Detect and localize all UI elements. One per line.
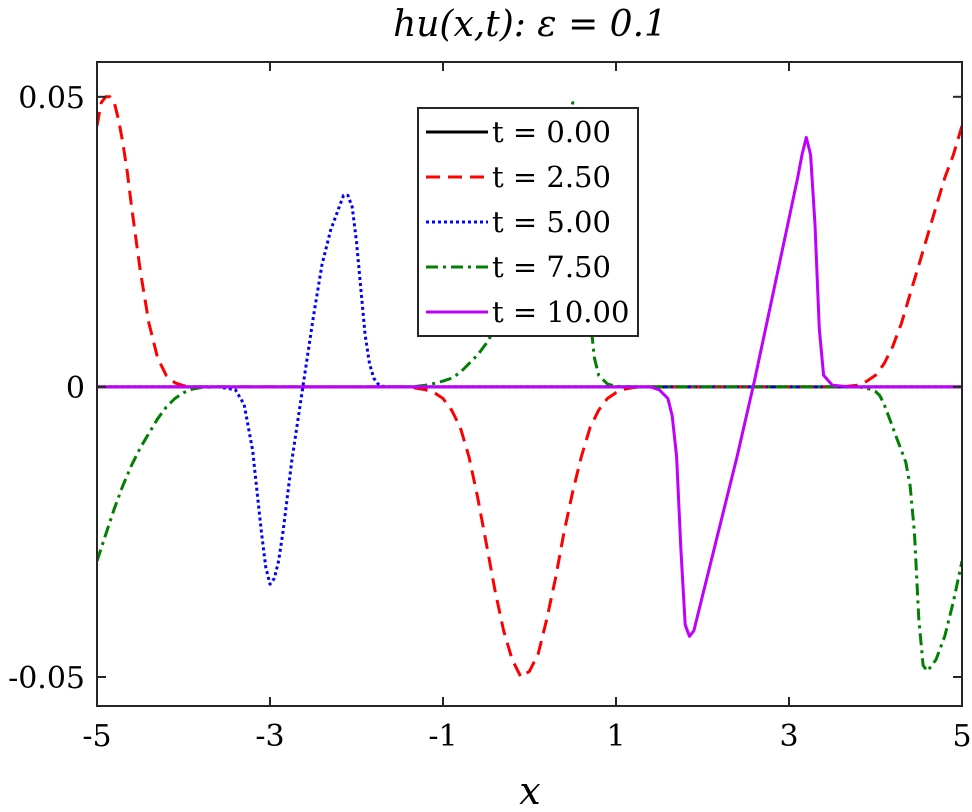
x-tick-label: 1 [606,719,625,754]
legend-label-3: t = 7.50 [492,250,611,284]
x-tick-label: 3 [779,719,798,754]
x-tick-label: 5 [952,719,971,754]
series-line-2 [97,193,962,586]
x-axis-label: x [519,769,540,812]
legend-label-2: t = 5.00 [492,205,611,239]
legend-label-4: t = 10.00 [492,295,629,329]
legend: t = 0.00 t = 2.50 t = 5.00 t = 7.50 t = 10.0… [417,107,639,337]
x-tick-label: -5 [82,719,111,754]
x-tick-label: -3 [255,719,284,754]
axes-frame [96,61,963,707]
legend-box [417,107,639,337]
series-line-1 [97,95,962,679]
ticks-layer: -5 -3 -1 1 3 5 -0.05 0 0.05 [8,62,972,754]
y-tick-label: -0.05 [8,661,85,696]
y-tick-label: 0.05 [18,81,85,116]
legend-label-1: t = 2.50 [492,160,611,194]
x-tick-label: -1 [428,719,457,754]
y-tick-label: 0 [66,371,85,406]
chart-title: hu(x,t): ε = 0.1 [393,4,667,45]
series-line-4 [97,135,962,638]
legend-label-0: t = 0.00 [492,115,611,149]
